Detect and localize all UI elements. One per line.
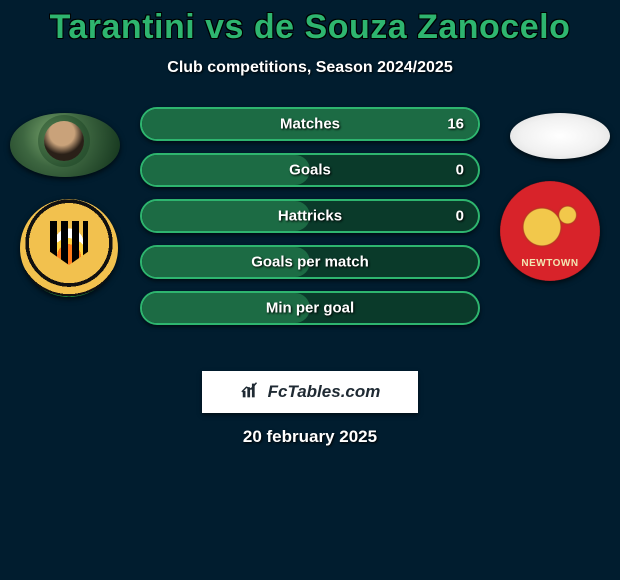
stat-bar-min-per-goal: Min per goal <box>140 291 480 325</box>
date-text: 20 february 2025 <box>0 427 620 447</box>
player-left-avatar <box>10 113 120 177</box>
stat-label: Goals per match <box>142 254 478 271</box>
branding-badge: FcTables.com <box>202 371 418 413</box>
stat-bar-goals-per-match: Goals per match <box>140 245 480 279</box>
stat-value: 0 <box>456 208 464 225</box>
club-right-crest <box>500 181 600 281</box>
stat-label: Hattricks <box>142 208 478 225</box>
subtitle: Club competitions, Season 2024/2025 <box>0 59 620 77</box>
branding-text: FcTables.com <box>268 382 381 402</box>
stat-bar-hattricks: Hattricks 0 <box>140 199 480 233</box>
stat-label: Matches <box>142 116 478 133</box>
page-title: Tarantini vs de Souza Zanocelo <box>0 0 620 47</box>
stat-label: Goals <box>142 162 478 179</box>
stat-bars: Matches 16 Goals 0 Hattricks 0 Goals per… <box>140 107 480 337</box>
stat-label: Min per goal <box>142 300 478 317</box>
player-right-avatar <box>510 113 610 159</box>
stat-value: 0 <box>456 162 464 179</box>
chart-icon <box>240 379 262 406</box>
comparison-area: Matches 16 Goals 0 Hattricks 0 Goals per… <box>0 107 620 367</box>
stat-bar-matches: Matches 16 <box>140 107 480 141</box>
stat-bar-goals: Goals 0 <box>140 153 480 187</box>
club-left-crest <box>20 199 118 297</box>
stat-value: 16 <box>447 116 464 133</box>
